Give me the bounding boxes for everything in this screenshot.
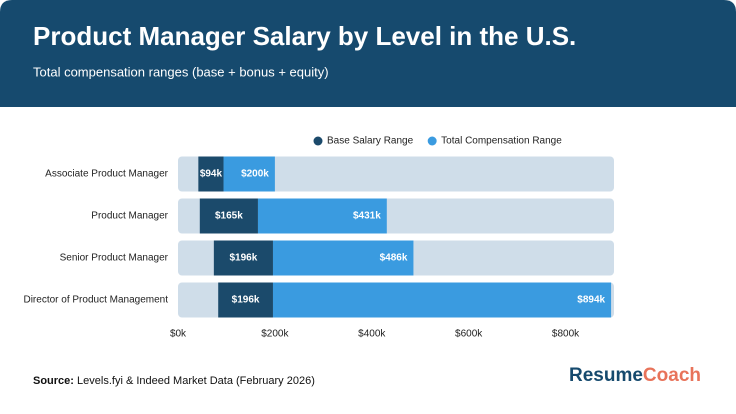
header-band — [0, 0, 736, 107]
total-value-label: $200k — [241, 169, 269, 180]
total-bar — [272, 282, 612, 318]
source-text: Levels.fyi & Indeed Market Data (Februar… — [77, 375, 315, 387]
category-label: Director of Product Management — [23, 295, 168, 306]
legend-swatch — [313, 136, 323, 146]
base-bar — [218, 282, 273, 318]
total-bar — [272, 240, 414, 276]
total-bar — [223, 156, 275, 192]
track — [178, 156, 614, 192]
chart-title: Product Manager Salary by Level in the U… — [33, 21, 576, 51]
category-label: Senior Product Manager — [60, 253, 169, 264]
x-tick-label: $800k — [552, 329, 580, 340]
legend-label: Total Compensation Range — [441, 136, 562, 147]
base-bar — [213, 240, 273, 276]
category-label: Product Manager — [91, 211, 168, 222]
x-tick-label: $200k — [261, 329, 289, 340]
category-label: Associate Product Manager — [45, 169, 169, 180]
total-value-label: $431k — [353, 211, 381, 222]
base-bar — [198, 156, 224, 192]
brand-second: Coach — [643, 365, 701, 386]
base-value-label: $196k — [232, 295, 260, 306]
source-label: Source: — [33, 375, 74, 387]
base-value-label: $165k — [215, 211, 243, 222]
brand-first: Resume — [569, 365, 643, 386]
x-tick-label: $0k — [170, 329, 187, 340]
total-value-label: $486k — [380, 253, 408, 264]
chart-subtitle: Total compensation ranges (base + bonus … — [33, 64, 329, 79]
base-value-label: $94k — [200, 169, 223, 180]
base-bar — [199, 198, 258, 234]
brand-logo: ResumeCoach — [569, 365, 701, 386]
total-bar — [257, 198, 387, 234]
legend-swatch — [427, 136, 437, 146]
x-tick-label: $400k — [358, 329, 386, 340]
x-tick-label: $600k — [455, 329, 483, 340]
base-value-label: $196k — [229, 253, 257, 264]
source-note: Source: Levels.fyi & Indeed Market Data … — [33, 375, 315, 387]
legend-label: Base Salary Range — [327, 136, 414, 147]
total-value-label: $894k — [577, 295, 605, 306]
